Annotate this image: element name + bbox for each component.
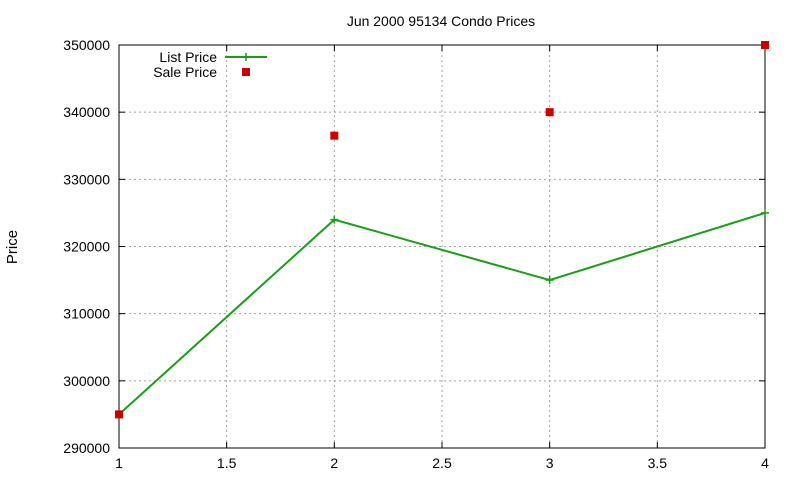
y-tick-label: 290000 bbox=[63, 440, 110, 456]
sale-price-point bbox=[545, 108, 554, 117]
sale-price-point bbox=[115, 410, 123, 419]
x-tick-label: 1 bbox=[115, 455, 123, 471]
legend-label: Sale Price bbox=[153, 64, 217, 80]
axis-ticks: 1 1.5 2 2.5 3 3.5 4 290000 300000 310000 320000 330… bbox=[63, 37, 769, 471]
x-tick-label: 2 bbox=[330, 455, 338, 471]
y-tick-label: 320000 bbox=[63, 239, 110, 255]
list-price-point bbox=[761, 208, 769, 217]
grid bbox=[119, 45, 765, 448]
y-tick-label: 340000 bbox=[63, 104, 110, 120]
x-tick-label: 2.5 bbox=[432, 455, 452, 471]
sale-price-point bbox=[761, 41, 769, 49]
y-axis-label: Price bbox=[4, 230, 21, 264]
legend-swatch-plus bbox=[242, 53, 250, 61]
list-price-point bbox=[545, 276, 554, 285]
x-tick-label: 4 bbox=[761, 455, 769, 471]
series bbox=[115, 41, 769, 419]
sale-price-point bbox=[330, 131, 339, 140]
y-tick-label: 310000 bbox=[63, 306, 110, 322]
list-price-point bbox=[330, 215, 339, 224]
legend-swatch-square bbox=[242, 68, 250, 76]
chart-title: Jun 2000 95134 Condo Prices bbox=[347, 13, 535, 29]
x-tick-label: 3.5 bbox=[648, 455, 668, 471]
x-tick-label: 3 bbox=[546, 455, 554, 471]
y-tick-label: 300000 bbox=[63, 373, 110, 389]
plot-frame bbox=[118, 44, 766, 449]
legend-label: List Price bbox=[159, 49, 217, 65]
y-tick-label: 350000 bbox=[63, 37, 110, 53]
list-price-line bbox=[118, 211, 766, 416]
x-tick-label: 1.5 bbox=[217, 455, 237, 471]
y-tick-label: 330000 bbox=[63, 171, 110, 187]
